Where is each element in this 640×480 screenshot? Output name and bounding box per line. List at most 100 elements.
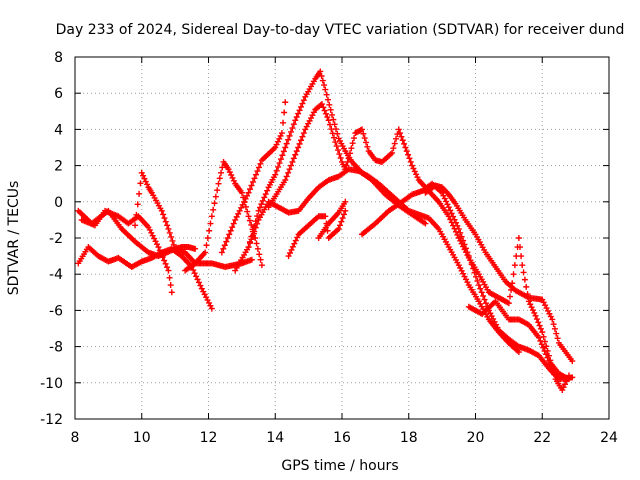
data-point bbox=[533, 316, 540, 323]
x-tick-label: 20 bbox=[467, 430, 485, 446]
data-point bbox=[212, 193, 219, 200]
data-point bbox=[287, 162, 294, 169]
data-point bbox=[364, 143, 371, 150]
data-point bbox=[535, 334, 542, 341]
data-point bbox=[258, 262, 265, 269]
data-point bbox=[508, 286, 515, 293]
data-point bbox=[246, 240, 253, 247]
data-point bbox=[193, 273, 200, 280]
data-point bbox=[251, 175, 258, 182]
y-tick-label: -8 bbox=[49, 340, 63, 356]
data-point bbox=[290, 155, 297, 162]
data-point bbox=[283, 173, 290, 180]
y-tick-label: -2 bbox=[49, 231, 63, 247]
data-point bbox=[325, 117, 332, 124]
data-point bbox=[164, 264, 171, 271]
data-point bbox=[390, 145, 397, 152]
y-tick-label: 8 bbox=[54, 50, 63, 66]
y-tick-label: 0 bbox=[54, 195, 63, 211]
data-point bbox=[333, 143, 340, 150]
data-point bbox=[334, 147, 341, 154]
y-tick-label: 6 bbox=[54, 86, 63, 102]
data-point bbox=[537, 325, 544, 332]
data-point bbox=[232, 216, 239, 223]
data-point bbox=[515, 349, 522, 356]
data-point bbox=[538, 341, 545, 348]
data-point bbox=[509, 280, 516, 287]
data-point bbox=[470, 265, 477, 272]
data-point bbox=[283, 140, 290, 147]
data-point bbox=[288, 246, 295, 253]
data-point bbox=[282, 177, 289, 184]
data-point bbox=[169, 237, 176, 244]
data-point bbox=[317, 68, 324, 75]
data-point bbox=[206, 227, 213, 234]
data-point bbox=[328, 126, 335, 133]
data-point bbox=[159, 254, 166, 261]
data-point bbox=[258, 201, 265, 208]
data-point bbox=[255, 164, 262, 171]
data-point bbox=[322, 213, 329, 220]
data-point bbox=[363, 139, 370, 146]
x-tick-label: 12 bbox=[200, 430, 218, 446]
data-point bbox=[287, 249, 294, 256]
data-point bbox=[297, 103, 304, 110]
data-point bbox=[160, 211, 167, 218]
data-point bbox=[162, 218, 169, 225]
data-point bbox=[336, 222, 343, 229]
data-point bbox=[203, 242, 210, 249]
data-point bbox=[132, 222, 139, 229]
data-point bbox=[397, 130, 404, 137]
y-tick-label: -6 bbox=[49, 303, 63, 319]
data-point bbox=[330, 134, 337, 141]
data-point bbox=[471, 269, 478, 276]
data-point bbox=[195, 279, 202, 286]
data-point bbox=[478, 289, 485, 296]
data-point bbox=[391, 140, 398, 147]
data-point bbox=[256, 251, 263, 258]
data-point bbox=[286, 166, 293, 173]
data-point bbox=[168, 233, 175, 240]
data-point bbox=[343, 162, 350, 169]
data-point bbox=[569, 358, 576, 365]
data-point bbox=[214, 187, 221, 194]
data-point bbox=[245, 213, 252, 220]
data-point bbox=[422, 220, 429, 227]
data-point bbox=[162, 260, 169, 267]
data-point bbox=[248, 236, 255, 243]
data-point bbox=[194, 276, 201, 283]
data-point bbox=[524, 291, 531, 298]
data-point bbox=[233, 213, 240, 220]
data-point bbox=[344, 158, 351, 165]
data-point bbox=[285, 169, 292, 176]
data-point bbox=[239, 201, 246, 208]
data-point bbox=[256, 204, 263, 211]
data-point bbox=[550, 321, 557, 328]
data-point bbox=[551, 325, 558, 332]
data-point bbox=[406, 155, 413, 162]
data-point bbox=[335, 225, 342, 232]
data-point bbox=[321, 82, 328, 89]
data-point bbox=[389, 149, 396, 156]
data-point bbox=[451, 216, 458, 223]
data-point bbox=[275, 163, 282, 170]
series-trace-d bbox=[132, 169, 199, 252]
data-point bbox=[252, 224, 259, 231]
data-point bbox=[300, 130, 307, 137]
y-tick-label: 4 bbox=[54, 122, 63, 138]
data-point bbox=[454, 222, 461, 229]
data-point bbox=[211, 200, 218, 207]
data-point bbox=[133, 211, 140, 218]
data-point bbox=[277, 156, 284, 163]
data-point bbox=[204, 235, 211, 241]
data-point bbox=[407, 158, 414, 165]
data-point bbox=[544, 354, 551, 361]
data-point bbox=[259, 197, 266, 204]
data-point bbox=[166, 274, 173, 281]
data-point bbox=[158, 207, 165, 214]
data-point bbox=[322, 86, 329, 93]
data-point bbox=[273, 167, 280, 174]
data-point bbox=[341, 211, 348, 218]
data-point bbox=[402, 144, 409, 151]
data-point bbox=[165, 267, 172, 274]
